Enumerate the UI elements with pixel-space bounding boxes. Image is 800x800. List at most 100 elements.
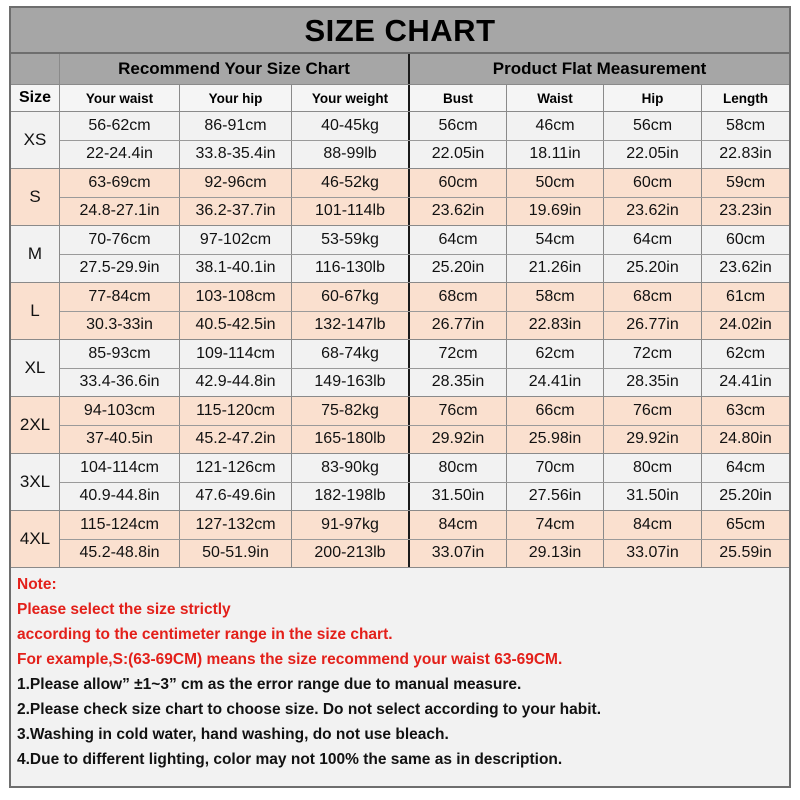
note-line: Please select the size strictly (17, 601, 231, 618)
cell-value: 84cm (410, 511, 507, 539)
cell-value: 46cm (507, 112, 604, 140)
cell-value: 80cm (604, 454, 702, 482)
table-row: XL 85-93cm 109-114cm 68-74kg 72cm 62cm 72cm 62c… (11, 340, 789, 397)
metric-values-row: 104-114cm 121-126cm 83-90kg 80cm 70cm 80cm 64c… (60, 454, 789, 483)
cell-value: 103-108cm (180, 283, 292, 311)
cell-value: 60cm (604, 169, 702, 197)
cell-value: 60cm (725, 230, 766, 248)
cell-value: 24.41in (719, 373, 772, 391)
size-chart-table: SIZE CHART Recommend Your Size Chart Pro… (9, 6, 791, 788)
imperial-values-row: 24.8-27.1in 36.2-37.7in 101-114lb 23.62in 19… (60, 197, 789, 225)
cell-value: 64cm (604, 226, 702, 254)
cell-value: 127-132cm (180, 511, 292, 539)
cell-value: 74cm (507, 511, 604, 539)
cell-value: 101-114lb (292, 197, 410, 225)
column-header-your-weight: Your weight (292, 85, 410, 111)
measure-block: 56-62cm 86-91cm 40-45kg 56cm 46cm 56cm 58cm 22-… (60, 112, 789, 168)
metric-values-row: 115-124cm 127-132cm 91-97kg 84cm 74cm 84cm 65c… (60, 511, 789, 540)
note-line: 3.Washing in cold water, hand washing, d… (17, 726, 449, 743)
imperial-values-row: 37-40.5in 45.2-47.2in 165-180lb 29.92in 25.9… (60, 425, 789, 453)
imperial-values-row: 30.3-33in 40.5-42.5in 132-147lb 26.77in 22.8… (60, 311, 789, 339)
cell-value: 70-76cm (60, 226, 180, 254)
column-header-hip: Hip (604, 85, 702, 111)
table-row: 2XL 94-103cm 115-120cm 75-82kg 76cm 66cm 76cm 6… (11, 397, 789, 454)
cell-value: 58cm (507, 283, 604, 311)
cell-value: 33.4-36.6in (60, 368, 180, 396)
cell-value: 40.5-42.5in (180, 311, 292, 339)
metric-values-row: 77-84cm 103-108cm 60-67kg 68cm 58cm 68cm 61cm (60, 283, 789, 312)
cell-value: 83-90kg (292, 454, 410, 482)
imperial-values-row: 33.4-36.6in 42.9-44.8in 149-163lb 28.35in 24… (60, 368, 789, 396)
table-row: S 63-69cm 92-96cm 46-52kg 60cm 50cm 60cm 59cm 24… (11, 169, 789, 226)
cell-value: 22.83in (719, 145, 772, 163)
cell-value: 56cm (410, 112, 507, 140)
cell-value: 40-45kg (292, 112, 410, 140)
cell-value: 53-59kg (292, 226, 410, 254)
size-rows-container: XS 56-62cm 86-91cm 40-45kg 56cm 46cm 56cm 58cm 2… (11, 112, 789, 568)
cell-value: 38.1-40.1in (180, 254, 292, 282)
cell-value: 47.6-49.6in (180, 482, 292, 510)
group-header-product: Product Flat Measurement (492, 59, 707, 78)
size-label-m: M (11, 226, 60, 282)
cell-value: 24.80in (719, 430, 772, 448)
cell-value: 68cm (410, 283, 507, 311)
column-header-length: Length (723, 90, 768, 106)
cell-value: 33.07in (410, 539, 507, 567)
cell-value: 104-114cm (60, 454, 180, 482)
measure-block: 77-84cm 103-108cm 60-67kg 68cm 58cm 68cm 61cm 3… (60, 283, 789, 339)
note-line: Note: (17, 576, 57, 593)
cell-value: 42.9-44.8in (180, 368, 292, 396)
cell-value: 70cm (507, 454, 604, 482)
imperial-values-row: 45.2-48.8in 50-51.9in 200-213lb 33.07in 29.1… (60, 539, 789, 567)
cell-value: 22.05in (604, 140, 702, 168)
cell-value: 56cm (604, 112, 702, 140)
group-header-row: Recommend Your Size Chart Product Flat M… (11, 54, 789, 85)
note-line: 2.Please check size chart to choose size… (17, 701, 602, 718)
cell-value: 97-102cm (180, 226, 292, 254)
cell-value: 29.13in (507, 539, 604, 567)
cell-value: 33.8-35.4in (180, 140, 292, 168)
cell-value: 25.98in (507, 425, 604, 453)
cell-value: 63-69cm (60, 169, 180, 197)
cell-value: 37-40.5in (60, 425, 180, 453)
cell-value: 29.92in (604, 425, 702, 453)
cell-value: 24.8-27.1in (60, 197, 180, 225)
cell-value: 149-163lb (292, 368, 410, 396)
cell-value: 22-24.4in (60, 140, 180, 168)
cell-value: 165-180lb (292, 425, 410, 453)
cell-value: 50cm (507, 169, 604, 197)
cell-value: 182-198lb (292, 482, 410, 510)
group-header-spacer (11, 54, 60, 84)
note-section: Note: Please select the size strictly acco… (11, 568, 789, 786)
note-line: according to the centimeter range in the… (17, 626, 393, 643)
cell-value: 200-213lb (292, 539, 410, 567)
group-header-recommend: Recommend Your Size Chart (60, 54, 410, 84)
size-label-4xl: 4XL (11, 511, 60, 567)
cell-value: 26.77in (604, 311, 702, 339)
cell-value: 86-91cm (180, 112, 292, 140)
cell-value: 27.5-29.9in (60, 254, 180, 282)
cell-value: 54cm (507, 226, 604, 254)
cell-value: 46-52kg (292, 169, 410, 197)
column-header-your-waist: Your waist (60, 85, 180, 111)
table-row: M 70-76cm 97-102cm 53-59kg 64cm 54cm 64cm 60cm 2… (11, 226, 789, 283)
cell-value: 115-120cm (180, 397, 292, 425)
cell-value: 80cm (410, 454, 507, 482)
cell-value: 60-67kg (292, 283, 410, 311)
cell-value: 28.35in (410, 368, 507, 396)
cell-value: 132-147lb (292, 311, 410, 339)
cell-value: 45.2-47.2in (180, 425, 292, 453)
cell-value: 36.2-37.7in (180, 197, 292, 225)
cell-value: 33.07in (604, 539, 702, 567)
cell-value: 22.05in (410, 140, 507, 168)
cell-value: 23.23in (719, 202, 772, 220)
cell-value: 29.92in (410, 425, 507, 453)
column-header-row: Size Your waist Your hip Your weight Bus… (11, 85, 789, 112)
cell-value: 23.62in (410, 197, 507, 225)
cell-value: 76cm (604, 397, 702, 425)
cell-value: 59cm (725, 173, 766, 191)
cell-value: 24.02in (719, 316, 772, 334)
cell-value: 85-93cm (60, 340, 180, 368)
cell-value: 76cm (410, 397, 507, 425)
table-row: 4XL 115-124cm 127-132cm 91-97kg 84cm 74cm 84cm… (11, 511, 789, 568)
